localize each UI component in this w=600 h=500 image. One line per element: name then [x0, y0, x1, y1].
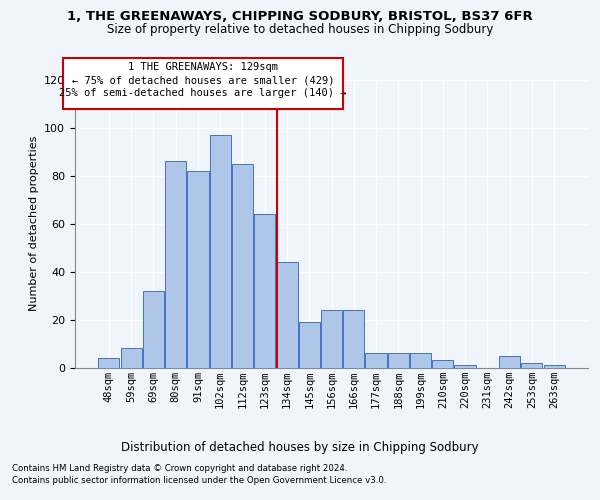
Bar: [165, 162, 186, 368]
Bar: [143, 291, 164, 368]
Text: 25% of semi-detached houses are larger (140) →: 25% of semi-detached houses are larger (…: [59, 88, 347, 99]
Bar: [365, 353, 386, 368]
Bar: [98, 358, 119, 368]
Text: 1, THE GREENAWAYS, CHIPPING SODBURY, BRISTOL, BS37 6FR: 1, THE GREENAWAYS, CHIPPING SODBURY, BRI…: [67, 10, 533, 23]
Text: ← 75% of detached houses are smaller (429): ← 75% of detached houses are smaller (42…: [72, 76, 334, 86]
Bar: [521, 362, 542, 368]
Text: Contains public sector information licensed under the Open Government Licence v3: Contains public sector information licen…: [12, 476, 386, 485]
Bar: [232, 164, 253, 368]
Text: Size of property relative to detached houses in Chipping Sodbury: Size of property relative to detached ho…: [107, 22, 493, 36]
Text: Distribution of detached houses by size in Chipping Sodbury: Distribution of detached houses by size …: [121, 441, 479, 454]
Bar: [299, 322, 320, 368]
Text: Contains HM Land Registry data © Crown copyright and database right 2024.: Contains HM Land Registry data © Crown c…: [12, 464, 347, 473]
Bar: [432, 360, 454, 368]
Bar: [454, 365, 476, 368]
Bar: [544, 365, 565, 368]
Bar: [277, 262, 298, 368]
Bar: [209, 135, 231, 368]
Text: 1 THE GREENAWAYS: 129sqm: 1 THE GREENAWAYS: 129sqm: [128, 62, 278, 72]
Bar: [410, 353, 431, 368]
Bar: [388, 353, 409, 368]
Bar: [499, 356, 520, 368]
Y-axis label: Number of detached properties: Number of detached properties: [29, 136, 38, 312]
Bar: [321, 310, 342, 368]
Bar: [343, 310, 364, 368]
Bar: [121, 348, 142, 368]
Bar: [187, 171, 209, 368]
Bar: [254, 214, 275, 368]
